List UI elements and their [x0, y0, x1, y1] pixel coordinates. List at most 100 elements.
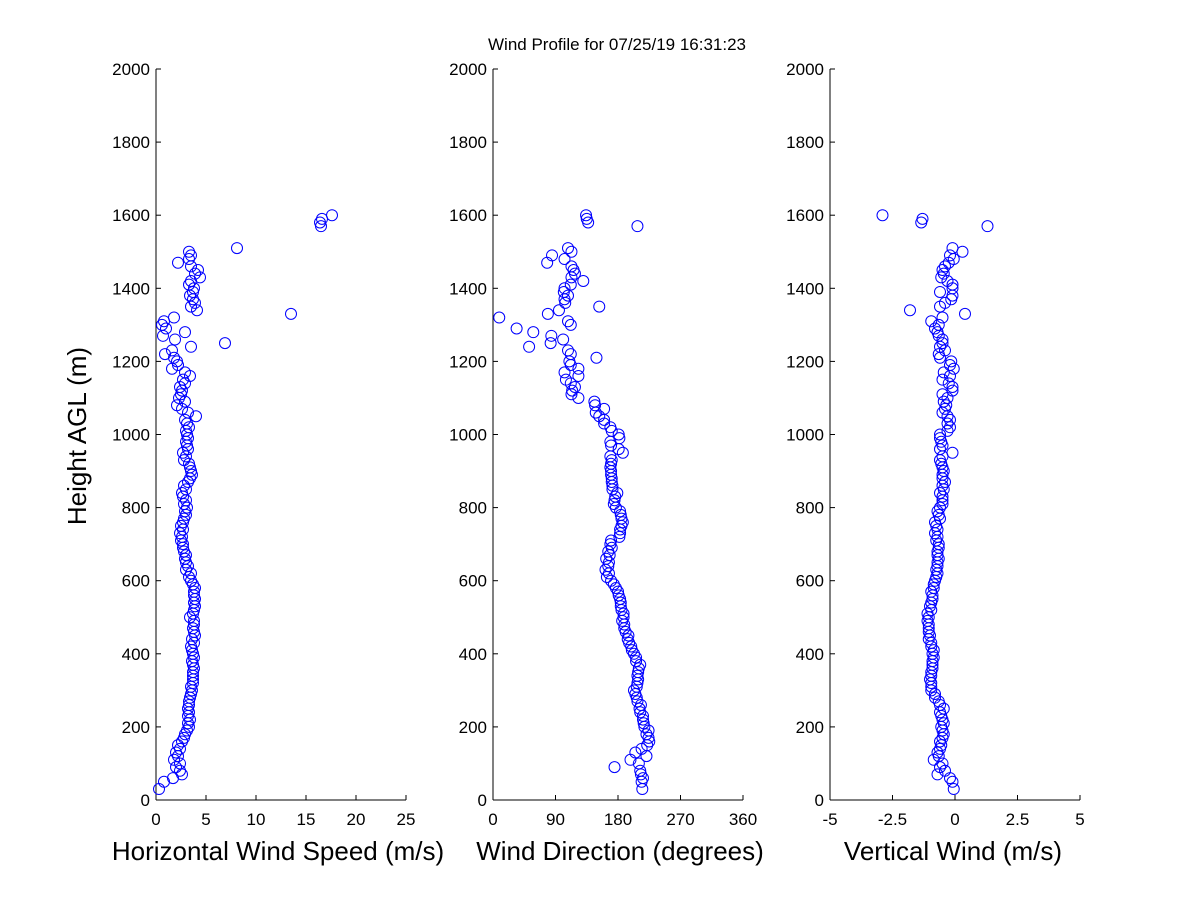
x-tick-label: 15	[297, 810, 316, 829]
data-point	[183, 245, 195, 258]
data-point	[182, 432, 194, 445]
data-point	[179, 395, 191, 408]
y-tick-label: 1800	[449, 133, 487, 152]
data-point	[935, 720, 948, 733]
data-point	[546, 249, 559, 262]
data-point	[170, 746, 182, 759]
x-axis-title: Wind Direction (degrees)	[476, 836, 764, 866]
y-tick-label: 1800	[786, 133, 824, 152]
data-point	[942, 377, 955, 390]
y-tick-label: 2000	[112, 60, 150, 79]
data-point	[166, 362, 178, 375]
data-point	[944, 249, 956, 262]
data-point	[617, 611, 630, 624]
data-point	[941, 417, 954, 430]
y-tick-label: 1200	[112, 352, 150, 371]
data-point	[176, 486, 188, 499]
x-tick-label: 270	[666, 810, 694, 829]
data-point	[931, 326, 944, 339]
data-point	[600, 552, 613, 565]
data-point	[185, 340, 197, 353]
data-point	[634, 698, 647, 711]
data-point	[192, 264, 204, 277]
data-point	[179, 326, 191, 339]
data-point	[625, 644, 638, 657]
data-point	[559, 373, 572, 386]
data-point	[936, 757, 949, 770]
data-point	[580, 212, 593, 225]
data-point	[605, 574, 618, 587]
y-tick-label: 800	[122, 499, 150, 518]
y-tick-label: 0	[815, 791, 824, 810]
data-point	[927, 644, 940, 657]
data-point	[572, 362, 585, 375]
data-point	[285, 307, 297, 320]
data-point	[940, 399, 953, 412]
x-tick-label: 25	[397, 810, 416, 829]
data-point	[925, 636, 938, 649]
data-point	[936, 337, 949, 350]
data-point	[941, 274, 954, 287]
x-tick-label: 20	[347, 810, 366, 829]
data-point	[939, 476, 951, 489]
data-point	[178, 479, 190, 492]
data-point	[572, 370, 585, 383]
data-point	[184, 461, 196, 474]
data-point	[564, 278, 577, 291]
data-point	[939, 260, 951, 273]
data-point	[181, 501, 193, 514]
y-tick-label: 600	[459, 572, 487, 591]
data-point	[189, 267, 201, 280]
data-point	[631, 695, 644, 708]
data-point	[939, 296, 951, 309]
data-point	[177, 516, 189, 529]
data-point	[177, 373, 189, 386]
data-point	[931, 505, 944, 518]
data-point	[168, 311, 180, 324]
x-tick-label: 360	[729, 810, 757, 829]
data-point	[634, 706, 647, 719]
data-point	[187, 647, 199, 660]
y-tick-label: 200	[459, 718, 487, 737]
y-tick-label: 200	[796, 718, 824, 737]
data-point	[925, 585, 938, 598]
data-point	[179, 366, 191, 379]
panel-horizontal-wind-speed: 0 200 400 600 800 1000 1200 1400 1600 1800 2000 0 5 1…	[112, 60, 444, 866]
data-point	[931, 746, 944, 759]
y-tick-label: 400	[459, 645, 487, 664]
data-point	[580, 209, 593, 222]
data-point	[186, 633, 198, 646]
data-point	[932, 348, 945, 361]
data-point	[932, 538, 945, 551]
data-point	[593, 300, 606, 313]
x-axis-title: Vertical Wind (m/s)	[844, 836, 1062, 866]
data-point	[615, 512, 628, 525]
y-tick-label: 0	[141, 791, 150, 810]
data-point	[186, 644, 198, 657]
data-point	[935, 271, 948, 284]
y-tick-label: 1000	[112, 426, 150, 445]
data-point	[172, 739, 184, 752]
data-point	[946, 384, 959, 397]
data-point	[590, 351, 603, 364]
data-point	[564, 318, 577, 331]
data-point	[936, 450, 949, 463]
data-point	[614, 527, 627, 540]
data-point	[630, 655, 643, 668]
data-point	[159, 348, 171, 361]
data-point	[932, 318, 945, 331]
data-point	[925, 315, 938, 328]
y-tick-label: 1200	[449, 352, 487, 371]
data-point	[219, 337, 231, 350]
data-point	[166, 344, 178, 357]
x-tick-label: 5	[1075, 810, 1084, 829]
y-tick-label: 1400	[786, 279, 824, 298]
data-point	[981, 220, 994, 233]
data-point	[941, 424, 954, 437]
data-point	[904, 304, 916, 317]
data-point	[544, 337, 557, 350]
data-point	[604, 421, 617, 434]
data-point	[184, 611, 196, 624]
x-tick-label: -2.5	[878, 810, 907, 829]
